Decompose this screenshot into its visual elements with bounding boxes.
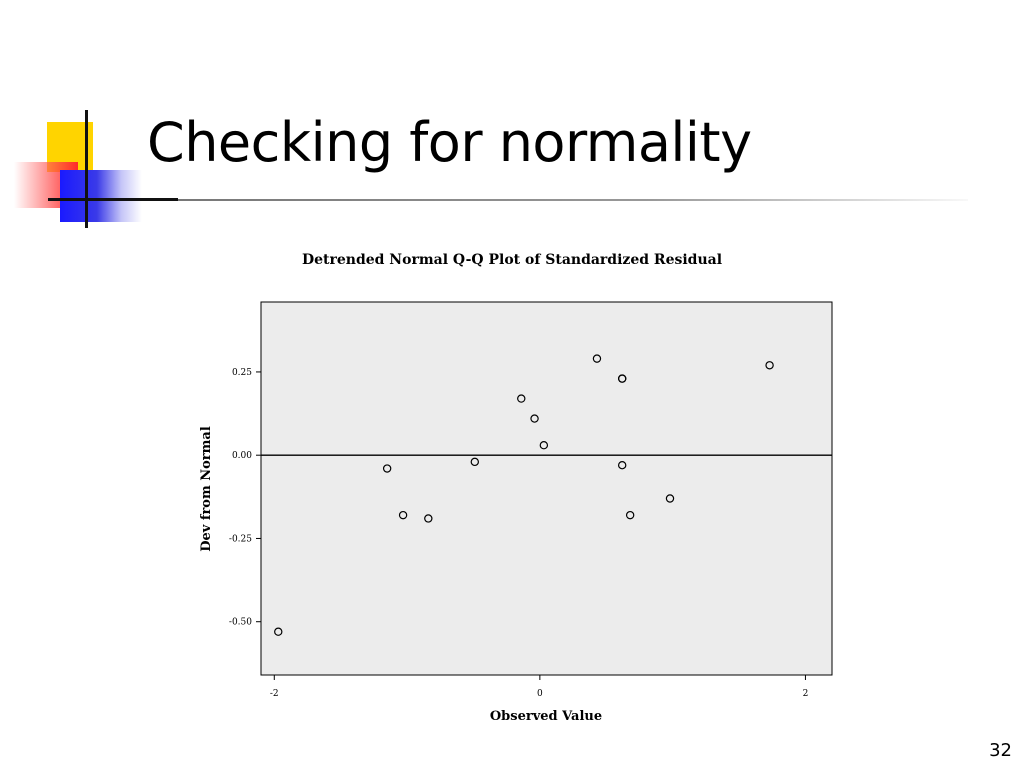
- data-point: [517, 394, 526, 403]
- data-point: [398, 510, 408, 520]
- data-points: [274, 354, 774, 636]
- y-tick-label: 0.25: [232, 368, 252, 378]
- data-point: [274, 627, 283, 636]
- y-tick-label: -0.25: [229, 534, 252, 544]
- y-axis-label: Dev from Normal: [199, 426, 214, 552]
- data-point: [617, 460, 627, 470]
- title-underline: [178, 199, 968, 201]
- data-point: [530, 414, 539, 423]
- x-axis-label: Observed Value: [490, 709, 602, 724]
- x-tick-label: -2: [270, 689, 279, 699]
- data-point: [592, 354, 602, 363]
- x-axis: -2 0 2: [270, 675, 808, 699]
- decorative-horizontal-line: [48, 198, 178, 201]
- decorative-blue-square: [60, 170, 142, 222]
- page-number: 32: [989, 740, 1012, 761]
- data-point: [765, 361, 774, 370]
- y-tick-label: 0.00: [232, 451, 252, 461]
- data-point: [539, 441, 549, 450]
- data-point: [617, 374, 627, 383]
- y-tick-label: -0.50: [229, 618, 252, 628]
- plot-area: [260, 301, 833, 676]
- data-point: [470, 457, 479, 467]
- slide-title: Checking for normality: [147, 111, 752, 174]
- data-point: [665, 494, 675, 503]
- chart-title: Detrended Normal Q-Q Plot of Standardize…: [302, 252, 722, 268]
- data-point: [625, 510, 635, 520]
- x-tick-label: 2: [803, 689, 809, 699]
- data-point: [424, 514, 433, 523]
- decorative-vertical-line: [85, 110, 88, 228]
- y-axis: 0.25 0.00 -0.25 -0.50: [229, 368, 261, 628]
- data-point: [382, 464, 392, 473]
- x-tick-label: 0: [537, 689, 543, 699]
